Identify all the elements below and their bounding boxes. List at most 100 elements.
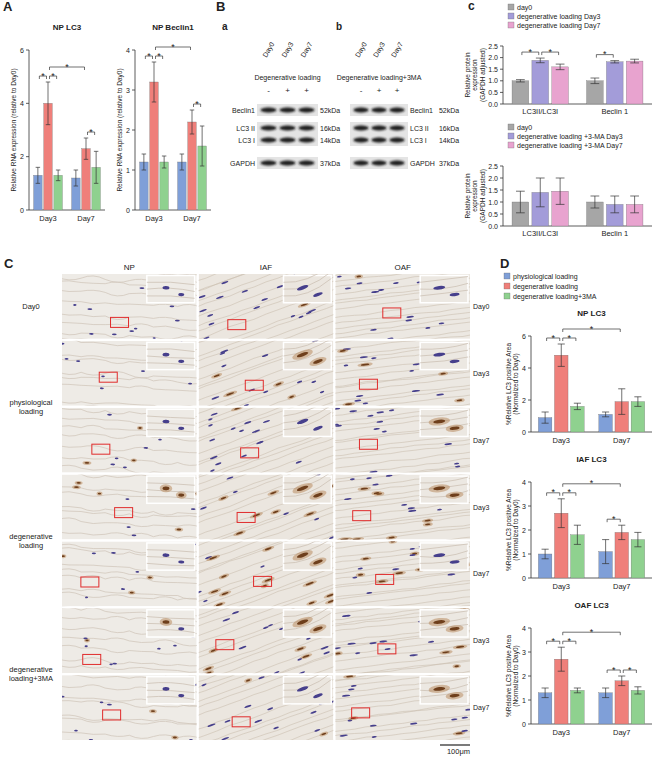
blot: Day0Day3Day7Degenerative loading+3MA-++B… [337, 41, 460, 169]
stain-halo [291, 615, 314, 630]
x-tick-label: Day3 [145, 214, 163, 223]
panel-letter: C [4, 256, 14, 271]
nucleus [409, 370, 414, 372]
inset [420, 409, 468, 436]
nucleus [449, 694, 459, 698]
nucleus [275, 382, 282, 386]
nucleus [173, 645, 177, 647]
nucleus [143, 447, 148, 449]
tissue-bg [62, 541, 197, 606]
y-tick-label: 0 [126, 207, 130, 214]
blot-band [280, 138, 296, 143]
stain-halo [137, 426, 143, 430]
inset-fiber [420, 283, 468, 289]
y-tick [528, 628, 531, 629]
nucleus [191, 508, 196, 510]
nucleus [239, 429, 244, 432]
nucleus [74, 486, 79, 488]
tissue-fiber [335, 589, 470, 606]
nucleus [305, 581, 314, 586]
tissue-fiber [62, 446, 197, 453]
panel-letter: b [336, 21, 342, 32]
nucleus [299, 671, 306, 673]
nucleus [85, 645, 88, 647]
y-tick-label: 2 [20, 153, 24, 160]
blot-band [353, 138, 368, 143]
tissue-fiber [199, 445, 334, 473]
nucleus [178, 293, 184, 296]
nucleus [306, 512, 314, 516]
nucleus [313, 492, 323, 498]
nucleus [232, 611, 239, 615]
nucleus [268, 624, 274, 628]
tissue-fiber [199, 461, 334, 473]
group-label-line: physiological [10, 398, 53, 407]
nucleus [89, 739, 93, 740]
nucleus [345, 287, 352, 290]
stain-halo [357, 486, 371, 492]
nucleus [216, 295, 224, 299]
nucleus [62, 343, 65, 345]
tissue-fiber [62, 510, 197, 517]
inset [420, 543, 468, 570]
nucleus [221, 364, 227, 368]
y-axis-title-line: (Normalized to Day0) [512, 645, 520, 706]
nucleus [273, 671, 279, 674]
zoom-box [359, 439, 377, 449]
nucleus [123, 466, 127, 468]
tissue-content [62, 408, 197, 473]
nucleus [252, 513, 260, 517]
nucleus [296, 284, 309, 291]
y-axis-title: Relative RNA expression (relative to Day… [116, 68, 124, 191]
tissue-fiber [199, 274, 334, 308]
inset [147, 610, 195, 637]
protein-label: LC3 II [236, 125, 255, 132]
tissue-fiber [199, 675, 334, 676]
y-tick-label: 2 [522, 527, 526, 534]
nucleus [162, 419, 169, 423]
tissue-fiber [199, 275, 334, 328]
nucleus [189, 739, 193, 740]
tissue-fiber [335, 317, 470, 334]
column-header: OAF [394, 263, 411, 272]
nucleus [100, 701, 104, 703]
nucleus [207, 723, 216, 728]
inset-fiber [284, 541, 332, 549]
y-axis-title-line: (GAPDH adjusted) [479, 48, 487, 102]
tissue-content [335, 675, 470, 740]
blot-band [299, 108, 315, 113]
stain-halo [302, 579, 318, 588]
scale-bar-label: 100μm [447, 747, 470, 756]
error-bar [602, 540, 609, 564]
nucleus [62, 555, 65, 557]
nucleus [162, 353, 169, 357]
stain-halo [62, 554, 66, 558]
stain-halo [306, 599, 318, 606]
error-bar [630, 196, 639, 213]
inset-fiber [147, 356, 195, 358]
tissue-fiber [199, 586, 334, 606]
inset-fiber [147, 423, 195, 425]
significance-label: * [568, 487, 572, 497]
nucleus [203, 599, 208, 602]
nucleus [449, 292, 459, 296]
nucleus [209, 556, 217, 560]
blot-band [371, 138, 386, 143]
nucleus [455, 465, 461, 467]
y-tick-label: 1 [522, 551, 526, 558]
blot-strip [257, 134, 318, 146]
group-label: physiologicalloading [10, 398, 53, 416]
y-axis-title-line: (Normalized to Day0) [512, 499, 520, 560]
column-header: NP [124, 263, 135, 272]
stain-halo [287, 393, 297, 400]
y-tick-label: 4 [522, 479, 526, 486]
tissue-fiber [62, 732, 197, 739]
tissue-fiber [199, 596, 334, 606]
error-bar [591, 196, 600, 208]
tissue-fiber [199, 341, 334, 381]
error-bar [610, 196, 619, 213]
size-label: 37kDa [439, 160, 459, 167]
blot-band [280, 108, 296, 113]
nucleus [379, 640, 387, 643]
nucleus [65, 358, 69, 360]
